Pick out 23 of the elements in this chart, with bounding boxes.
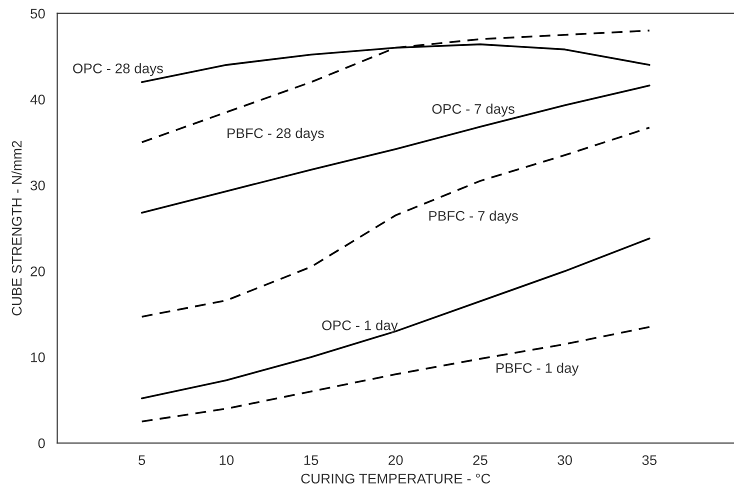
y-tick-label: 10: [31, 352, 45, 362]
x-tick-label: 10: [220, 455, 234, 466]
x-tick-label: 20: [388, 455, 403, 466]
series-label: PBFC - 28 days: [228, 128, 324, 141]
x-tick-label: 5: [138, 455, 146, 466]
x-tick-label: 30: [558, 455, 572, 466]
y-tick-label: 40: [30, 94, 45, 104]
y-tick-label: 30: [30, 180, 45, 190]
y-tick-label: 20: [30, 266, 45, 276]
series-label: OPC - 7 days: [432, 104, 514, 117]
line-series: [140, 126, 650, 318]
series-label: PBFC - 7 days: [429, 210, 518, 224]
y-tick-label: 0: [38, 438, 45, 448]
x-tick-label: 25: [473, 455, 488, 466]
y-axis-title: CUBE STRENGTH - N/mm2: [11, 140, 22, 316]
line-series: [140, 238, 650, 400]
series-label: OPC - 1 day: [322, 320, 398, 334]
series-label: OPC - 28 days: [73, 63, 163, 76]
x-tick-label: 35: [642, 455, 657, 466]
y-tick-label: 50: [30, 8, 45, 19]
series-label: PBFC - 1 day: [496, 362, 579, 376]
x-axis-title: CURING TEMPERATURE - °C: [301, 474, 490, 484]
x-tick-label: 15: [304, 455, 318, 466]
